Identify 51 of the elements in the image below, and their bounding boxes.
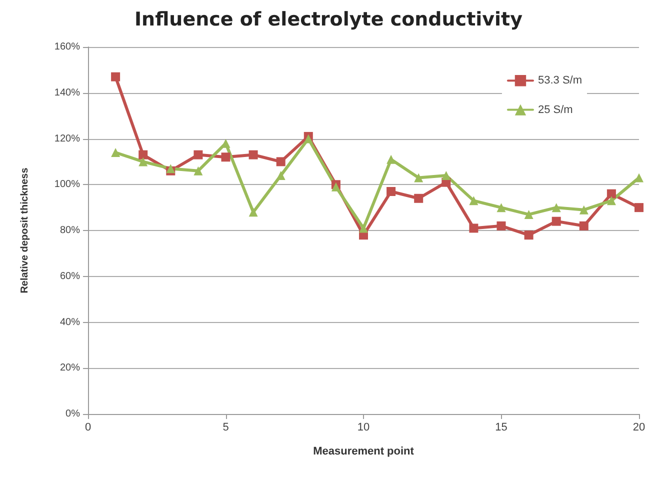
point — [138, 157, 148, 166]
y-tick-label: 0% — [66, 408, 80, 420]
point — [552, 216, 561, 226]
y-tick-label: 120% — [54, 133, 80, 144]
x-tick-label: 10 — [357, 422, 370, 434]
y-tick-label: 160% — [54, 42, 80, 52]
y-axis-title: Relative deposit thickness — [20, 167, 30, 294]
point — [304, 134, 313, 144]
y-tick-label: 40% — [60, 316, 80, 328]
point — [276, 157, 286, 166]
point — [276, 170, 286, 180]
point — [111, 148, 120, 158]
point — [579, 221, 588, 230]
point — [469, 224, 478, 233]
y-tick-label: 140% — [54, 87, 80, 98]
point — [469, 196, 478, 206]
point — [634, 173, 644, 182]
legend-label: 25 S/m — [538, 104, 573, 116]
point — [579, 205, 588, 214]
point — [414, 173, 424, 182]
point — [524, 210, 534, 219]
point — [386, 187, 396, 196]
point — [221, 152, 230, 162]
y-tick-label: 60% — [60, 270, 80, 282]
point — [606, 189, 616, 198]
y-tick-label: 20% — [60, 362, 80, 374]
legend-label: 53.3 S/m — [538, 74, 582, 87]
x-axis-title: Measurement point — [313, 446, 414, 458]
point — [414, 194, 424, 203]
x-tick-label: 5 — [222, 422, 229, 434]
point — [496, 203, 506, 212]
point — [606, 196, 616, 206]
point — [634, 203, 644, 212]
point — [496, 221, 506, 230]
point — [248, 208, 258, 217]
x-tick-label: 0 — [84, 422, 92, 434]
point — [111, 72, 120, 82]
chart-title: Influence of electrolyte conductivity — [134, 8, 524, 30]
point — [386, 154, 396, 164]
point — [552, 203, 561, 212]
y-tick-label: 80% — [60, 225, 80, 236]
y-tick-label: 100% — [54, 179, 80, 190]
point — [442, 170, 451, 180]
point — [248, 150, 258, 160]
x-tick-label: 20 — [632, 422, 646, 434]
point — [359, 224, 368, 233]
point — [194, 166, 203, 176]
point — [194, 150, 203, 160]
x-tick-label: 15 — [495, 422, 508, 434]
point — [138, 150, 148, 160]
point — [524, 230, 534, 240]
